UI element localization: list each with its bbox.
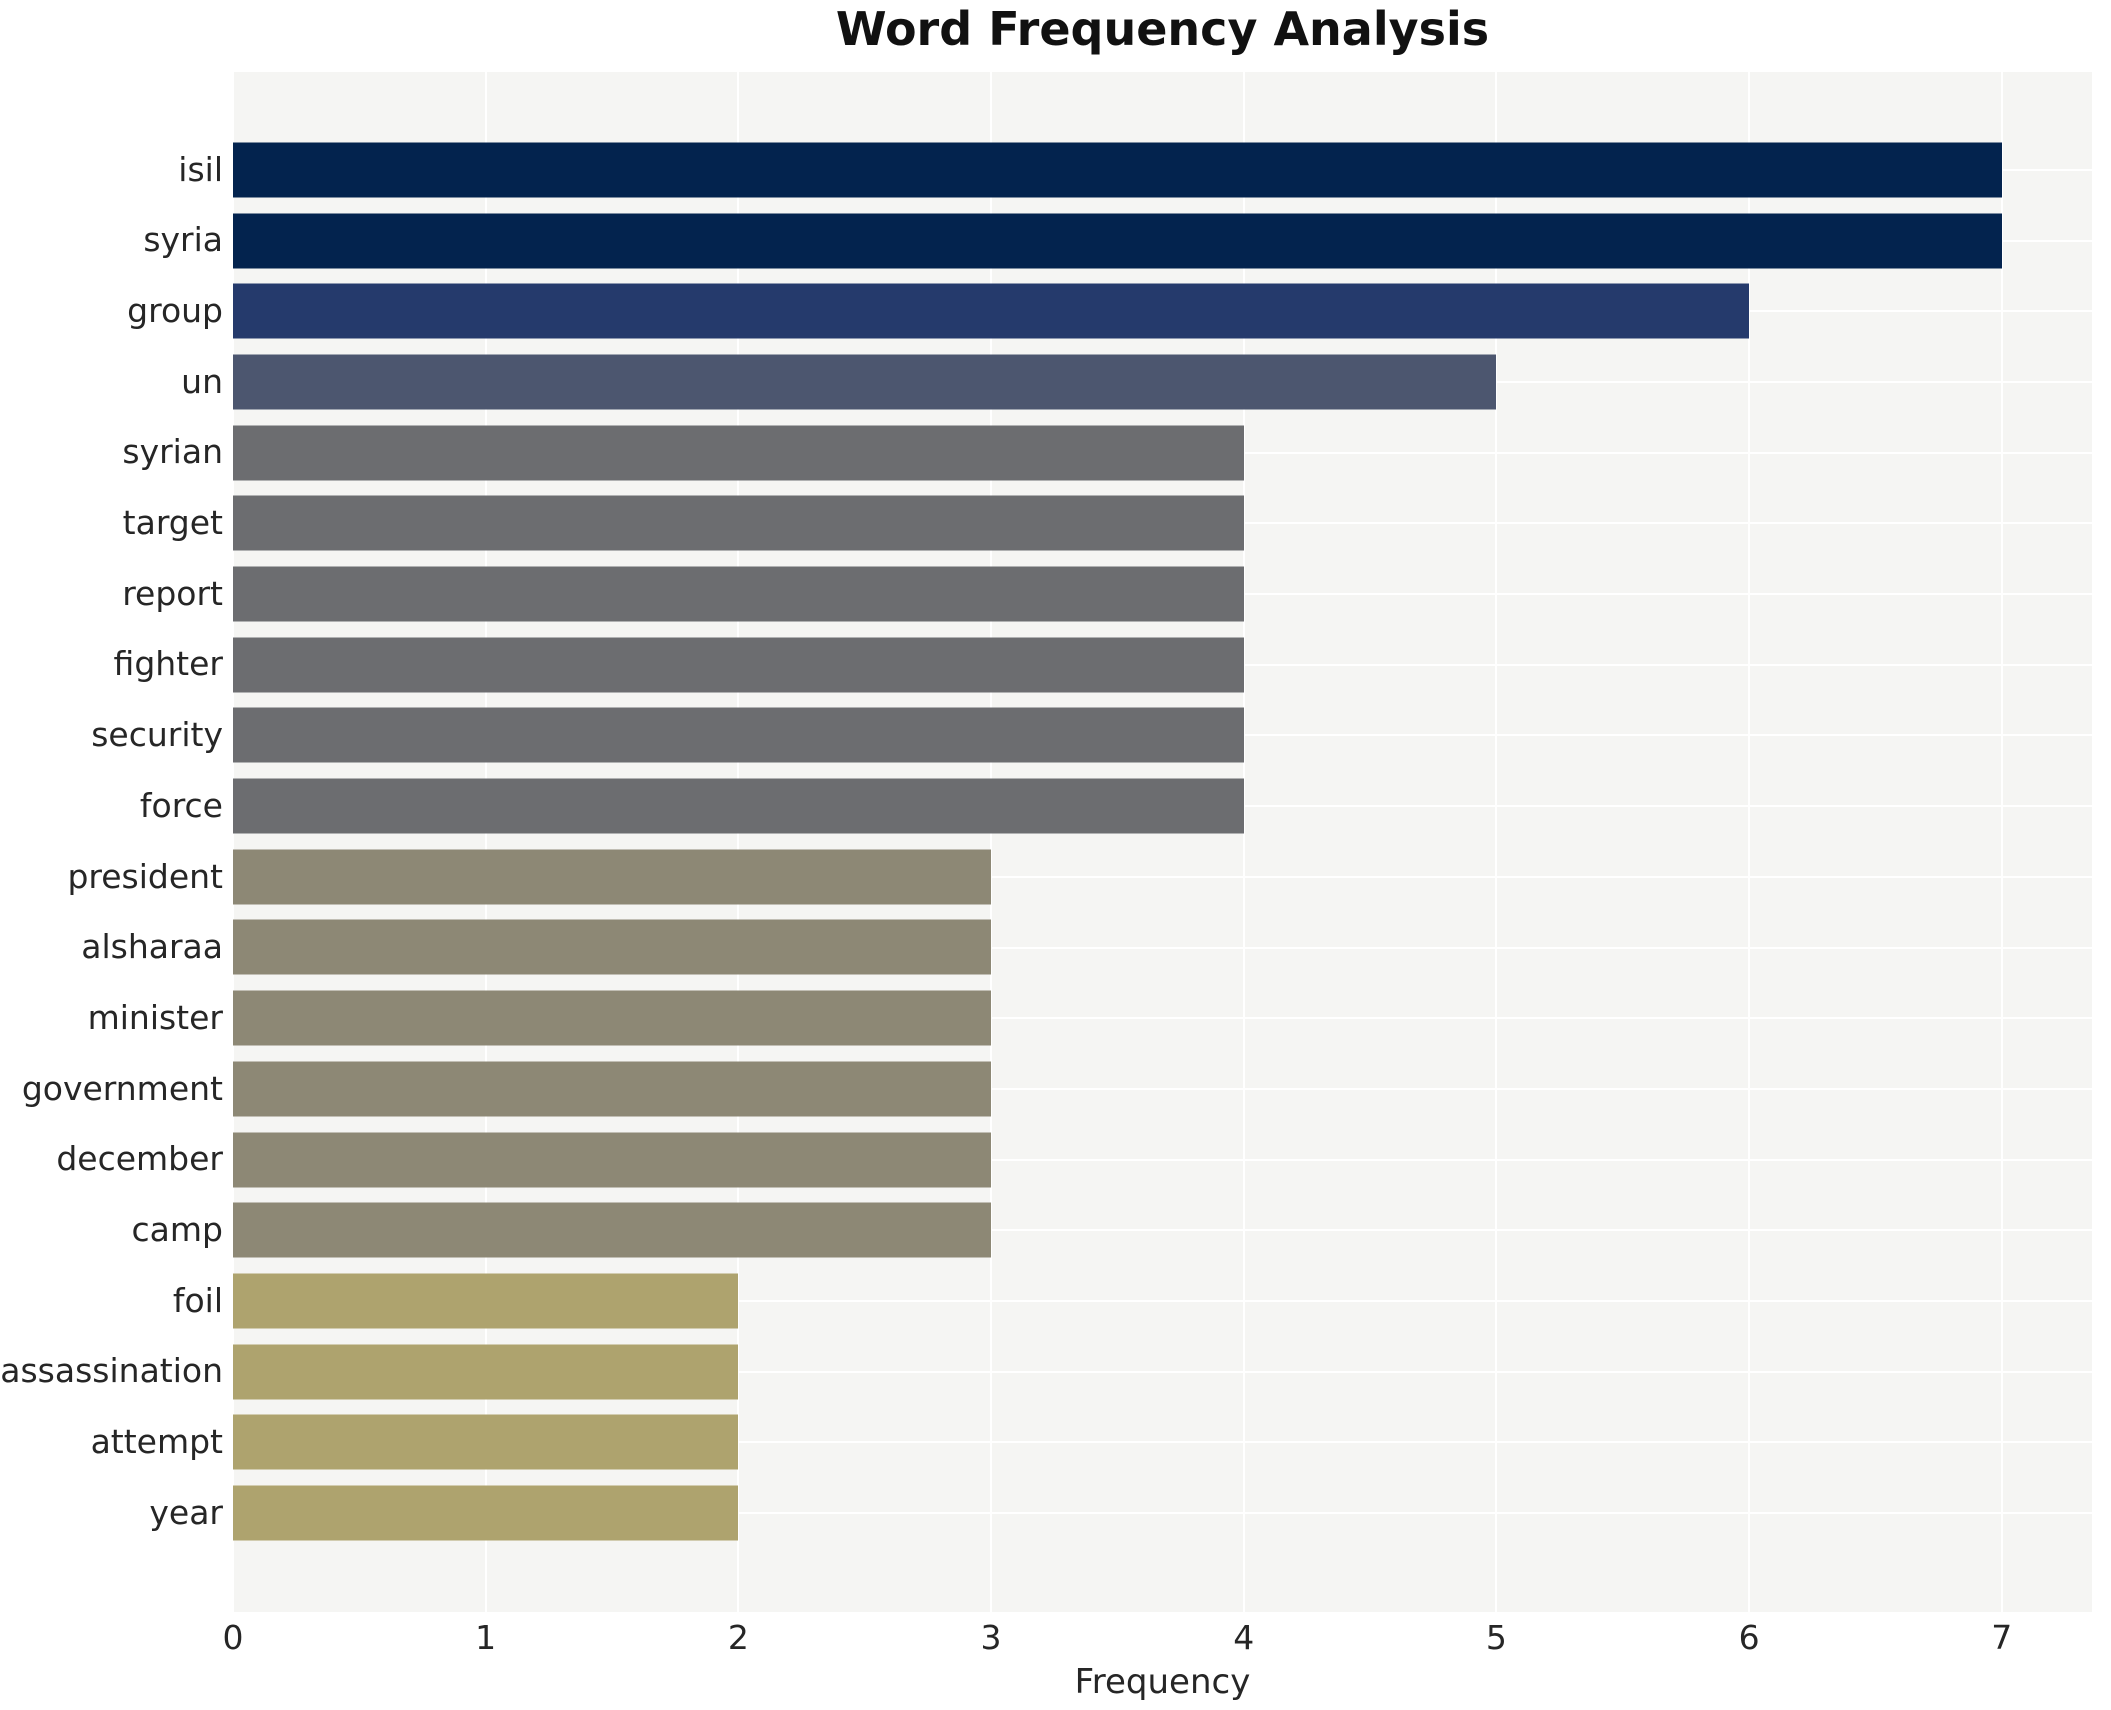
bar-report <box>233 566 1244 622</box>
bar-row-syria <box>233 205 2092 276</box>
bar-row-foil <box>233 1266 2092 1337</box>
bar-row-government <box>233 1054 2092 1125</box>
bar-row-alsharaa <box>233 912 2092 983</box>
y-tick-label-force: force <box>139 785 223 825</box>
x-tick-label-4: 4 <box>1233 1618 1255 1657</box>
bar-syrian <box>233 425 1244 481</box>
gridline-x-1 <box>484 72 487 1612</box>
x-tick-label-6: 6 <box>1738 1618 1760 1657</box>
x-tick-label-0: 0 <box>222 1618 244 1657</box>
x-tick-label-5: 5 <box>1485 1618 1507 1657</box>
gridline-x-7 <box>2000 72 2003 1612</box>
bar-row-report <box>233 559 2092 630</box>
gridline-x-4 <box>1242 72 1245 1612</box>
plot-area <box>232 72 2092 1612</box>
x-tick-label-2: 2 <box>727 1618 749 1657</box>
bar-target <box>233 495 1244 551</box>
bar-alsharaa <box>233 919 992 975</box>
bar-isil <box>233 142 2002 198</box>
bar-fighter <box>233 637 1244 693</box>
gridline-y-alsharaa <box>233 946 2092 949</box>
bar-year <box>233 1485 739 1541</box>
y-tick-label-group: group <box>127 291 223 331</box>
y-tick-label-assassination: assassination <box>0 1351 223 1391</box>
bar-row-fighter <box>233 629 2092 700</box>
y-tick-label-attempt: attempt <box>90 1421 223 1461</box>
bar-row-minister <box>233 983 2092 1054</box>
x-tick-label-1: 1 <box>475 1618 497 1657</box>
bar-row-camp <box>233 1195 2092 1266</box>
gridline-y-december <box>233 1158 2092 1161</box>
bar-syria <box>233 213 2002 269</box>
gridline-y-assassination <box>233 1370 2092 1373</box>
bar-row-december <box>233 1124 2092 1195</box>
y-tick-label-minister: minister <box>87 997 223 1037</box>
gridline-x-5 <box>1495 72 1498 1612</box>
x-axis-tick-labels: 0 1 2 3 4 5 6 7 <box>0 1618 2111 1658</box>
x-tick-label-7: 7 <box>1991 1618 2013 1657</box>
bar-un <box>233 354 1497 410</box>
gridline-y-foil <box>233 1299 2092 1302</box>
bar-row-security <box>233 700 2092 771</box>
y-tick-label-target: target <box>122 503 223 543</box>
gridline-x-0 <box>232 72 234 1612</box>
gridline-y-year <box>233 1511 2092 1514</box>
bar-rows-container <box>233 135 2092 1549</box>
gridline-y-camp <box>233 1229 2092 1232</box>
y-tick-label-government: government <box>21 1068 223 1108</box>
bar-row-syrian <box>233 417 2092 488</box>
y-tick-label-report: report <box>122 573 223 613</box>
chart-title: Word Frequency Analysis <box>835 2 1490 56</box>
bar-government <box>233 1061 992 1117</box>
bar-security <box>233 707 1244 763</box>
x-axis-title: Frequency <box>1074 1662 1251 1702</box>
gridline-y-president <box>233 875 2092 878</box>
bar-row-assassination <box>233 1336 2092 1407</box>
bar-minister <box>233 990 992 1046</box>
y-tick-label-security: security <box>91 715 223 755</box>
gridline-x-6 <box>1748 72 1751 1612</box>
y-tick-label-year: year <box>149 1492 223 1532</box>
bar-december <box>233 1132 992 1188</box>
bar-row-group <box>233 276 2092 347</box>
bar-group <box>233 283 1750 339</box>
bar-foil <box>233 1273 739 1329</box>
y-tick-label-president: president <box>67 856 223 896</box>
y-tick-label-un: un <box>181 361 223 401</box>
y-tick-label-foil: foil <box>172 1280 223 1320</box>
y-tick-label-december: december <box>56 1139 223 1179</box>
bar-attempt <box>233 1414 739 1470</box>
bar-row-isil <box>233 135 2092 206</box>
y-tick-label-alsharaa: alsharaa <box>81 927 223 967</box>
y-tick-label-isil: isil <box>178 149 223 189</box>
bar-row-attempt <box>233 1407 2092 1478</box>
bar-row-target <box>233 488 2092 559</box>
y-tick-label-fighter: fighter <box>113 644 223 684</box>
bar-row-year <box>233 1478 2092 1549</box>
gridline-y-government <box>233 1087 2092 1090</box>
x-tick-label-3: 3 <box>980 1618 1002 1657</box>
bar-force <box>233 778 1244 834</box>
y-tick-label-syrian: syrian <box>122 432 223 472</box>
gridline-x-3 <box>990 72 993 1612</box>
gridline-y-minister <box>233 1017 2092 1020</box>
gridline-x-2 <box>737 72 740 1612</box>
bar-president <box>233 849 992 905</box>
bar-camp <box>233 1202 992 1258</box>
bar-assassination <box>233 1344 739 1400</box>
bar-row-president <box>233 841 2092 912</box>
gridline-y-attempt <box>233 1441 2092 1444</box>
bar-row-force <box>233 771 2092 842</box>
bar-row-un <box>233 347 2092 418</box>
y-tick-label-syria: syria <box>143 220 223 260</box>
y-tick-label-camp: camp <box>131 1209 223 1249</box>
